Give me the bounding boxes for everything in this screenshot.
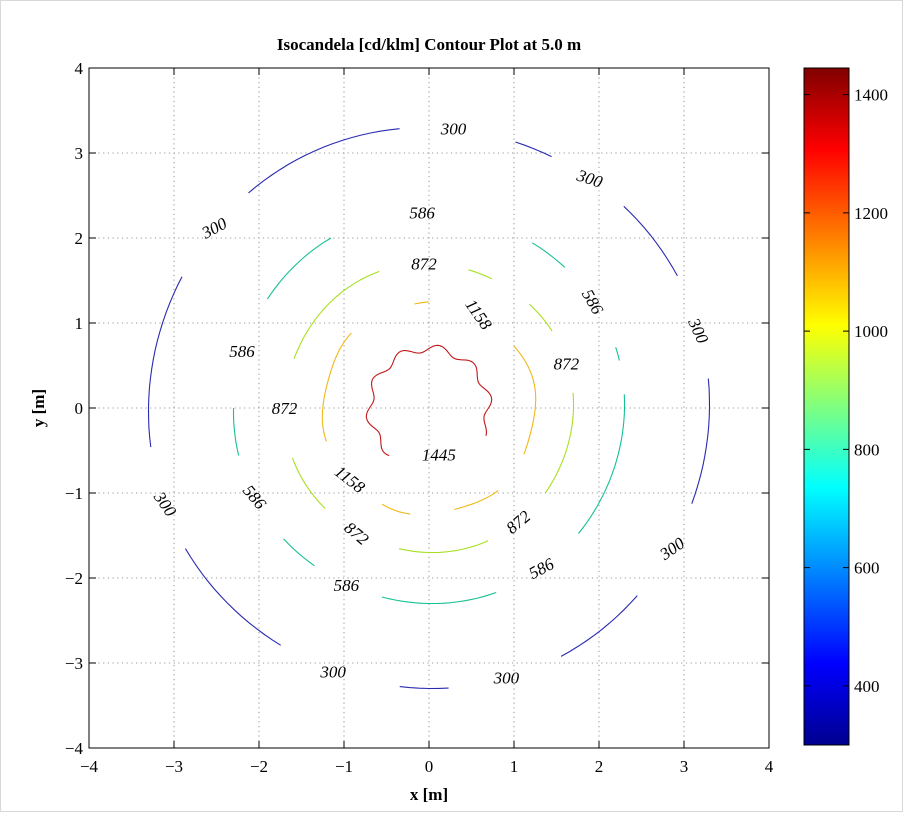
figure: Isocandela [cd/klm] Contour Plot at 5.0 … (0, 0, 903, 812)
figure-frame (0, 0, 903, 812)
